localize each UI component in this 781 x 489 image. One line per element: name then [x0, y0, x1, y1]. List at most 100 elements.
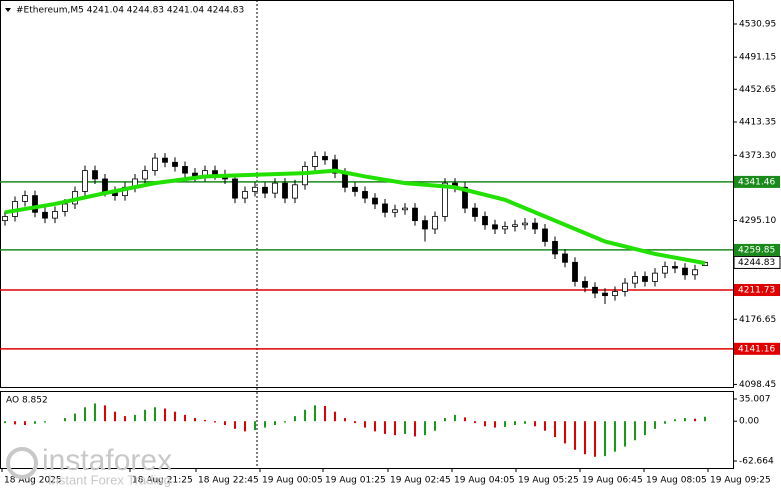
level-tag — [734, 342, 780, 355]
candle-body — [272, 182, 278, 194]
candle-body — [692, 269, 698, 276]
candle-body — [522, 222, 528, 226]
ao-y-tick-label: -62.664 — [739, 456, 774, 466]
candle-body — [32, 195, 38, 213]
watermark-logo — [6, 447, 38, 479]
candle-body — [342, 172, 348, 188]
candle-body — [182, 166, 188, 174]
candle-body — [352, 186, 358, 192]
candle-body — [572, 261, 578, 282]
candle-body — [392, 209, 398, 213]
ao-y-tick-label: 0.00 — [739, 417, 759, 427]
candle-body — [62, 203, 68, 212]
x-tick-label: 18 Aug 2025 — [4, 476, 62, 486]
level-label: 4211.73 — [738, 286, 775, 296]
level-label: 4259.85 — [738, 245, 775, 255]
level-label: 4141.16 — [738, 344, 775, 354]
x-tick-label: 19 Aug 00:05 — [262, 476, 323, 486]
level-label: 4341.46 — [738, 177, 775, 187]
candle-body — [552, 241, 558, 255]
candle-body — [662, 266, 668, 274]
candle-body — [152, 157, 158, 172]
main-frame — [0, 0, 734, 388]
x-tick-label: 19 Aug 08:05 — [646, 476, 707, 486]
candle-body — [2, 216, 8, 222]
candle-body — [42, 211, 48, 219]
candle-body — [312, 156, 318, 167]
candle-body — [672, 266, 678, 269]
candle-body — [262, 186, 268, 194]
candle-body — [492, 224, 498, 230]
x-tick-label: 18 Aug 22:45 — [198, 476, 259, 486]
candle-body — [532, 222, 538, 230]
candle-body — [462, 186, 468, 209]
ao-frame — [0, 391, 734, 469]
y-tick-label: 4452.65 — [739, 85, 776, 95]
chart-title: #Ethereum,M5 4241.04 4244.83 4241.04 424… — [16, 6, 244, 16]
y-tick-label: 4098.45 — [739, 380, 776, 390]
x-tick-label: 19 Aug 06:45 — [582, 476, 643, 486]
candle-body — [292, 184, 298, 199]
candle-body — [102, 178, 108, 192]
watermark: instaforex Instant Forex Trading — [6, 444, 172, 487]
candle-body — [172, 161, 178, 167]
watermark-text: instaforex — [42, 444, 172, 477]
candle-body — [632, 276, 638, 284]
candle-body — [592, 286, 598, 294]
level-tag — [734, 243, 780, 256]
y-tick-label: 4295.10 — [739, 216, 776, 226]
x-tick-label: 18 Aug 21:25 — [132, 476, 193, 486]
y-tick-label: 4530.95 — [739, 20, 776, 30]
y-tick-label: 4413.35 — [739, 118, 776, 128]
candle-body — [612, 291, 618, 297]
ao-label: AO 8.852 — [6, 396, 48, 406]
candle-body — [512, 224, 518, 227]
candle-body — [472, 207, 478, 217]
level-tag — [734, 175, 780, 188]
candle-body — [302, 166, 308, 186]
candle-body — [382, 203, 388, 213]
candle-body — [502, 226, 508, 230]
ao-y-tick-label: 35.007 — [739, 394, 771, 404]
y-tick-label: 4373.30 — [739, 151, 776, 161]
candle-body — [432, 216, 438, 230]
candle-body — [332, 159, 338, 174]
menu-arrow — [5, 8, 11, 12]
candle-body — [622, 282, 628, 292]
candle-body — [162, 157, 168, 163]
moving-average — [4, 168, 706, 266]
candle-body — [562, 253, 568, 263]
candle-body — [582, 281, 588, 288]
candle-body — [282, 182, 288, 199]
x-tick-label: 19 Aug 02:45 — [390, 476, 451, 486]
candle-body — [232, 178, 238, 199]
y-tick-label: 4491.15 — [739, 53, 776, 63]
candle-body — [362, 191, 368, 199]
candle-body — [322, 156, 328, 161]
y-tick-label: 4176.65 — [739, 315, 776, 325]
candle-body — [482, 216, 488, 226]
last-price-label: 4244.83 — [738, 258, 775, 268]
x-tick-label: 19 Aug 09:25 — [710, 476, 771, 486]
candle-body — [542, 228, 548, 242]
candle-body — [422, 220, 428, 230]
candle-body — [402, 207, 408, 211]
x-tick-label: 19 Aug 05:25 — [518, 476, 579, 486]
candle-body — [52, 211, 58, 219]
candle-body — [412, 207, 418, 222]
candle-body — [242, 191, 248, 199]
level-tag — [734, 284, 780, 297]
candle-body — [22, 195, 28, 202]
watermark-subtext: Instant Forex Trading — [48, 472, 171, 487]
candle-body — [682, 267, 688, 276]
candle-body — [372, 197, 378, 205]
candle-body — [142, 170, 148, 180]
last-price-tag — [733, 255, 781, 269]
candle-body — [602, 292, 608, 297]
candle-body — [652, 272, 658, 282]
candle-body — [252, 186, 258, 192]
x-tick-label: 19 Aug 01:25 — [325, 476, 386, 486]
candle-body — [92, 170, 98, 180]
candle-body — [442, 182, 448, 217]
